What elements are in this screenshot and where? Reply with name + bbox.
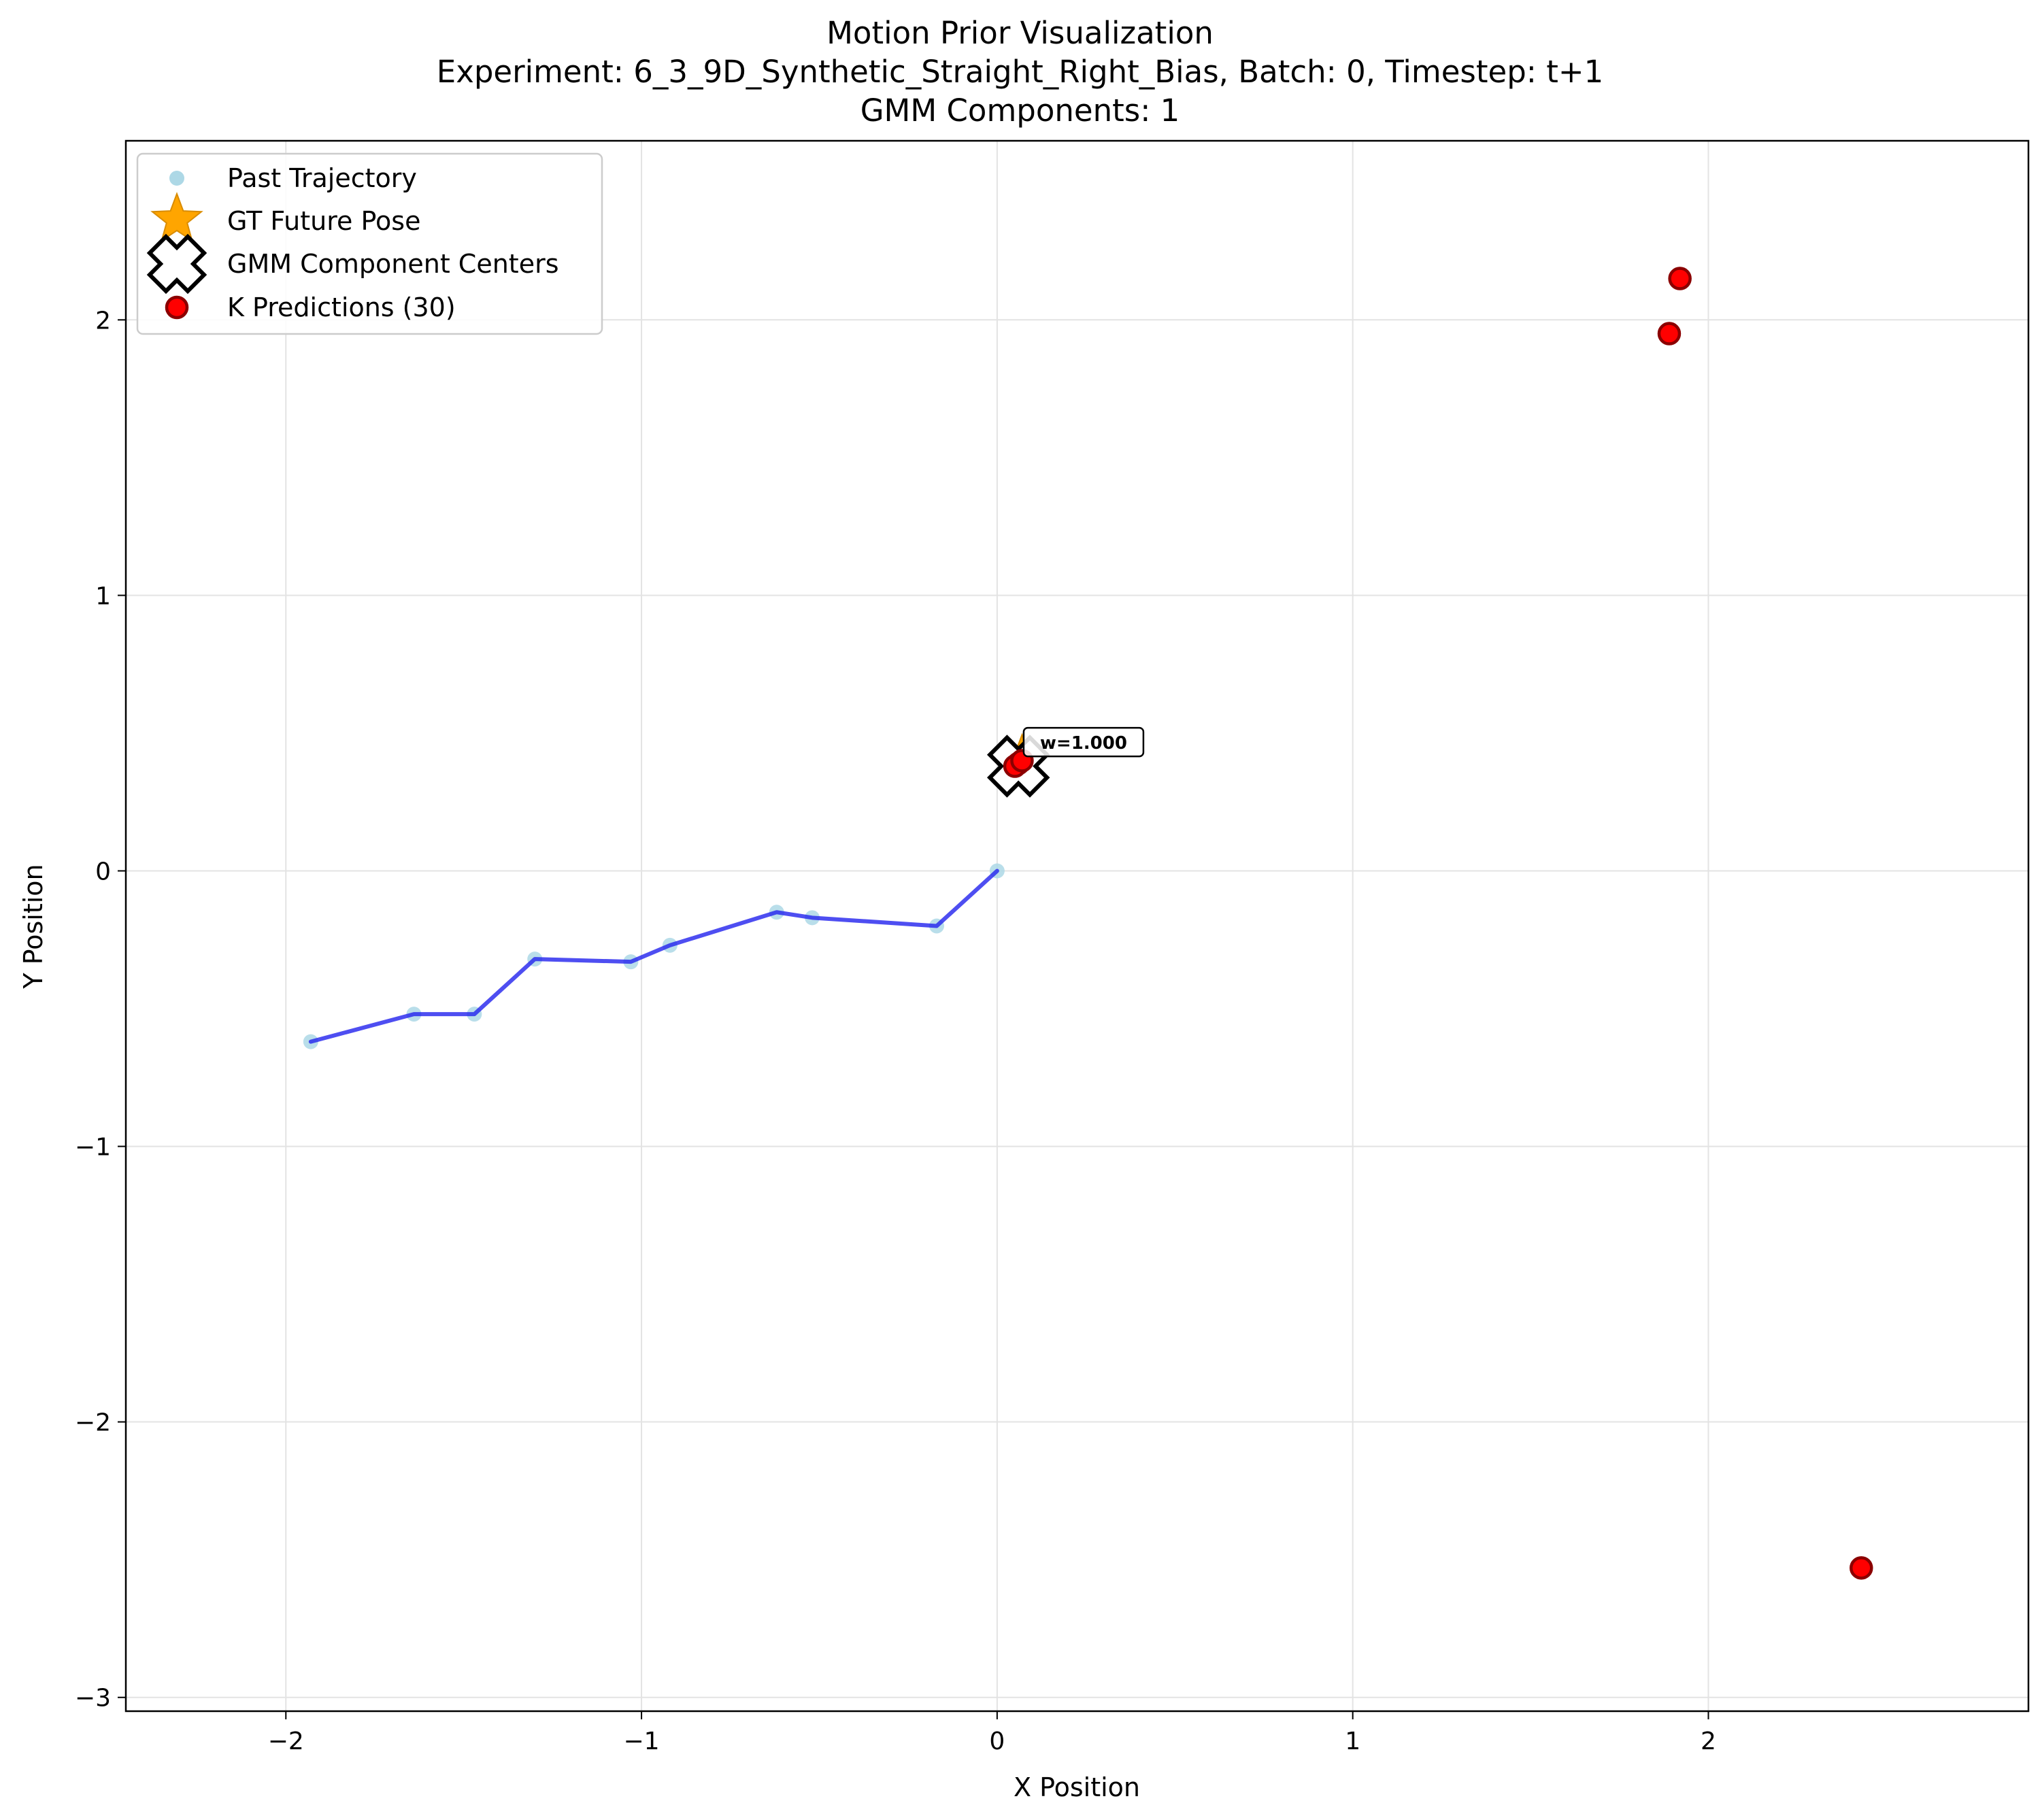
k-prediction-point [1668,267,1692,290]
chart-title: Motion Prior Visualization [826,15,1214,51]
plot-frame [124,139,2030,1713]
y-tick-label: 2 [95,307,111,335]
chart-subtitle: Experiment: 6_3_9D_Synthetic_Straight_Ri… [436,54,1604,90]
legend-gt-star-marker [150,192,203,242]
k-prediction-point [1850,1556,1873,1580]
legend: Past Trajectory GT Future Pose GMM Compone… [136,152,603,335]
x-tick-label: 1 [1345,1728,1360,1755]
legend-gmm-marker [146,233,207,294]
x-tick-label: 0 [989,1728,1005,1755]
k-prediction-point [1657,322,1682,346]
chart-subtitle-components: GMM Components: 1 [860,92,1180,129]
legend-frame [136,152,603,335]
y-axis-label: Y Position [18,864,48,989]
legend-past-trajectory-marker [169,171,184,186]
weight-annotation-text: w=1.000 [1040,733,1127,754]
y-tick-label: −3 [75,1685,111,1713]
weight-annotation-box [1022,726,1145,758]
legend-entry-label: K Predictions (30) [227,292,456,322]
legend-k-prediction-marker [165,295,189,320]
ticks: −2 −1 0 1 2 −3 −2 −1 0 1 2 [75,307,1716,1755]
y-tick-label: −2 [75,1409,111,1437]
legend-entry-label: Past Trajectory [227,163,417,193]
past-trajectory-layer [303,863,1005,1049]
y-tick-label: 1 [95,582,111,610]
y-tick-label: −1 [75,1134,111,1162]
x-tick-label: −2 [268,1728,304,1755]
x-axis-label: X Position [1014,1772,1140,1802]
grid [126,141,2028,1711]
x-tick-label: −1 [624,1728,660,1755]
marker-layer: w=1.000 [986,267,1873,1580]
y-tick-label: 0 [95,858,111,886]
past-trajectory-line [308,869,999,1044]
legend-entry-label: GT Future Pose [227,206,420,236]
legend-entry-label: GMM Component Centers [227,249,559,279]
x-tick-label: 2 [1701,1728,1716,1755]
